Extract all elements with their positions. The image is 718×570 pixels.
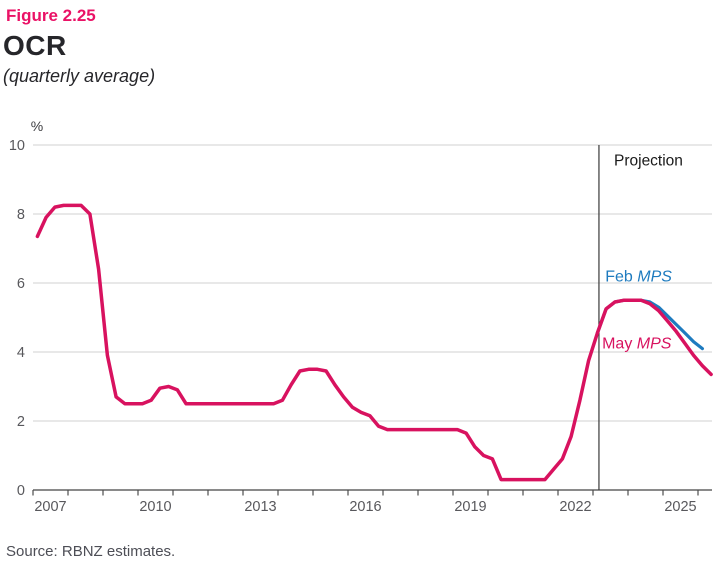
y-tick-label: 4 <box>17 345 25 361</box>
y-tick-label: 6 <box>17 276 25 292</box>
x-tick-label: 2010 <box>139 499 171 515</box>
y-axis-unit-label: % <box>31 118 43 134</box>
figure-number: Figure 2.25 <box>6 6 96 25</box>
x-tick-label: 2016 <box>349 499 381 515</box>
chart-subtitle: (quarterly average) <box>3 66 156 86</box>
ocr-line-chart: 0 2 4 6 8 10% 2007 2010 2013 2016 2019 2022 2025 Proj… <box>9 118 713 515</box>
y-tick-label: 0 <box>17 483 25 499</box>
series-label-may-mps: May MPS <box>602 336 672 353</box>
source-note: Source: RBNZ estimates. <box>6 543 176 560</box>
x-tick-label: 2025 <box>664 499 696 515</box>
x-tick-label: 2007 <box>34 499 66 515</box>
x-tick-label: 2013 <box>244 499 276 515</box>
y-tick-label: 8 <box>17 207 25 223</box>
projection-label: Projection <box>614 153 683 170</box>
y-tick-label: 10 <box>9 138 25 154</box>
series-line-may-mps <box>35 203 713 482</box>
x-tick-label: 2019 <box>454 499 486 515</box>
y-tick-label: 2 <box>17 414 25 430</box>
series-label-feb-mps: Feb MPS <box>605 268 672 285</box>
x-tick-label: 2022 <box>559 499 591 515</box>
chart-title: OCR <box>3 30 67 61</box>
